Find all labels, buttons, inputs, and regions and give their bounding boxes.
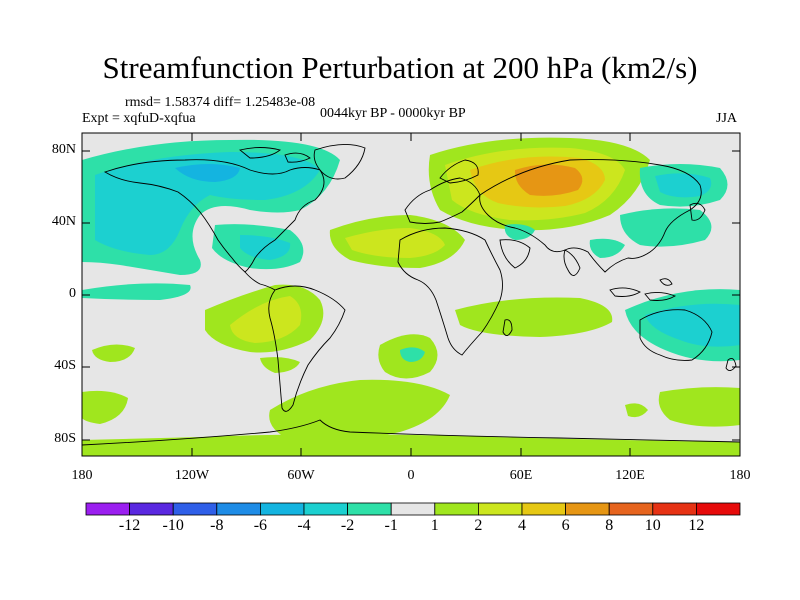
lon-ticks xyxy=(81,133,741,456)
colorbar-label: 12 xyxy=(688,517,705,534)
map-title: Streamfunction Perturbation at 200 hPa (… xyxy=(102,50,698,85)
coast-south-america xyxy=(268,285,346,412)
coast-africa xyxy=(397,227,503,356)
region-pos6-eurasia xyxy=(514,164,583,196)
coast-asia xyxy=(479,159,702,273)
region-pos-indian-ocean xyxy=(455,297,613,337)
colorbar-box xyxy=(434,502,479,516)
colorbar-label: -8 xyxy=(210,517,224,534)
region-neg-pacific-east xyxy=(82,283,191,300)
region-neg2-north-america xyxy=(95,152,320,255)
colorbar-box xyxy=(347,502,392,516)
colorbar-label: -1 xyxy=(384,517,398,534)
lon-label-180w: 180 xyxy=(71,468,93,483)
colorbar-box xyxy=(696,502,741,516)
region-neg4-north-america xyxy=(175,164,240,182)
lat-label-80s: 80S xyxy=(54,431,76,446)
colorbar-label: 4 xyxy=(518,517,526,534)
lon-label-0: 0 xyxy=(407,468,415,483)
region-pos2-south-america xyxy=(230,296,302,343)
colorbar-box xyxy=(521,502,566,516)
region-neg2-maritime xyxy=(645,303,740,347)
coast-north-america xyxy=(103,159,325,273)
lat-ticks xyxy=(82,150,740,441)
colorbar-label: -10 xyxy=(162,517,184,534)
lat-label-40n: 40N xyxy=(51,214,76,229)
colorbar-box xyxy=(390,502,436,516)
colorbar-box xyxy=(608,502,654,516)
coast-australia xyxy=(639,309,713,361)
coast-antarctica xyxy=(82,419,740,446)
region-pos-south-pacific xyxy=(82,390,128,424)
coast-new-zealand xyxy=(725,358,737,371)
region-pos2-atlantic-north xyxy=(345,228,445,258)
region-pos-south-east-indian xyxy=(625,403,648,418)
region-pos-pacific-south xyxy=(92,344,135,362)
colorbar-label: -4 xyxy=(297,517,311,534)
stats-line: rmsd= 1.58374 diff= 1.25483e-08 xyxy=(125,95,316,110)
coast-madagascar xyxy=(502,319,513,336)
region-pos-southeast-pacific xyxy=(260,357,300,373)
lat-label-80n: 80N xyxy=(51,142,76,157)
coast-central-america xyxy=(244,271,276,291)
coast-indonesia xyxy=(609,278,677,301)
colorbar-label: 1 xyxy=(430,517,439,534)
colorbar xyxy=(85,502,741,516)
coast-india xyxy=(563,249,581,276)
colorbar-box xyxy=(129,502,174,516)
colorbar-box xyxy=(216,502,261,516)
period-label: 0044kyr BP - 0000kyr BP xyxy=(320,106,466,121)
colorbar-label: -2 xyxy=(340,517,355,534)
region-neg-india xyxy=(589,238,625,258)
coast-scandinavia xyxy=(439,159,479,184)
colorbar-box xyxy=(85,502,130,516)
coastlines xyxy=(82,144,740,446)
lat-label-40s: 40S xyxy=(54,358,76,373)
region-neg-east-asia xyxy=(620,208,712,247)
coast-japan xyxy=(689,202,706,221)
colorbar-label: -12 xyxy=(118,517,141,534)
colorbar-label: 2 xyxy=(474,517,483,534)
colorbar-label: 10 xyxy=(644,517,661,534)
colorbar-box xyxy=(477,502,523,516)
region-pos-southern-ocean xyxy=(269,379,450,442)
region-neg2-asia-east xyxy=(655,173,712,198)
colorbar-box xyxy=(652,502,697,516)
lon-label-120e: 120E xyxy=(615,468,645,483)
region-neg-south-atlantic-core xyxy=(400,347,425,362)
colorbar-box xyxy=(303,502,348,516)
season-label: JJA xyxy=(716,111,738,126)
region-pos-antarctic xyxy=(82,434,740,456)
lon-label-120w: 120W xyxy=(174,468,210,483)
colorbar-box xyxy=(565,502,610,516)
experiment-label: Expt = xqfuD-xqfua xyxy=(82,111,196,126)
lon-label-180e: 180 xyxy=(729,468,751,483)
colorbar-box xyxy=(259,502,305,516)
colorbar-label: 6 xyxy=(561,517,570,534)
region-neg-indian xyxy=(504,224,535,240)
coast-greenland xyxy=(313,144,366,180)
lon-label-60e: 60E xyxy=(509,468,533,483)
lat-label-0: 0 xyxy=(69,286,76,301)
colorbar-label: 8 xyxy=(605,517,614,534)
colorbar-label: -6 xyxy=(253,517,268,534)
region-pos-south-indian xyxy=(658,387,740,427)
colorbar-box xyxy=(172,502,218,516)
coast-arabia xyxy=(499,239,531,269)
lon-label-60w: 60W xyxy=(287,468,315,483)
coast-arctic-islands xyxy=(239,147,311,163)
